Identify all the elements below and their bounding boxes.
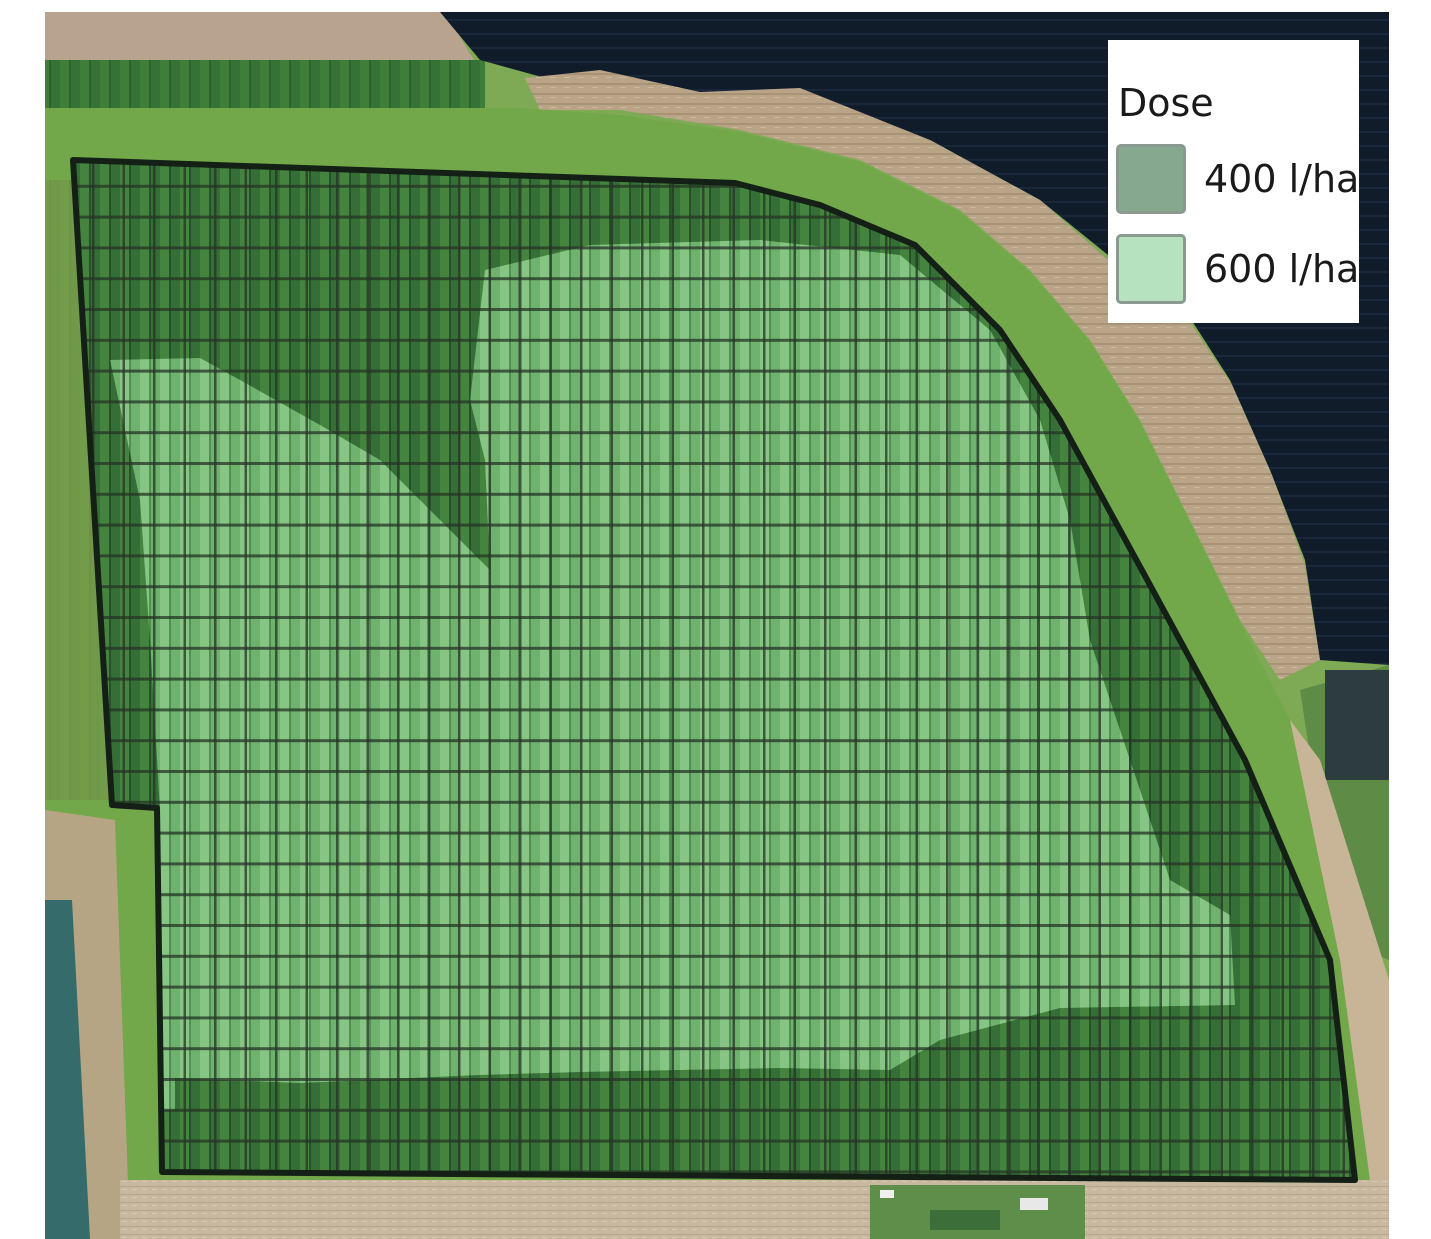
legend-swatch-600 (1116, 234, 1186, 304)
legend-swatch-400 (1116, 144, 1186, 214)
legend-label-400: 400 l/ha (1204, 157, 1360, 201)
legend-item-400: 400 l/ha (1114, 144, 1359, 218)
map-legend: Dose 400 l/ha 600 l/ha (1108, 40, 1359, 323)
legend-label-600: 600 l/ha (1204, 247, 1360, 291)
legend-item-600: 600 l/ha (1114, 234, 1359, 308)
legend-title: Dose (1118, 81, 1214, 125)
